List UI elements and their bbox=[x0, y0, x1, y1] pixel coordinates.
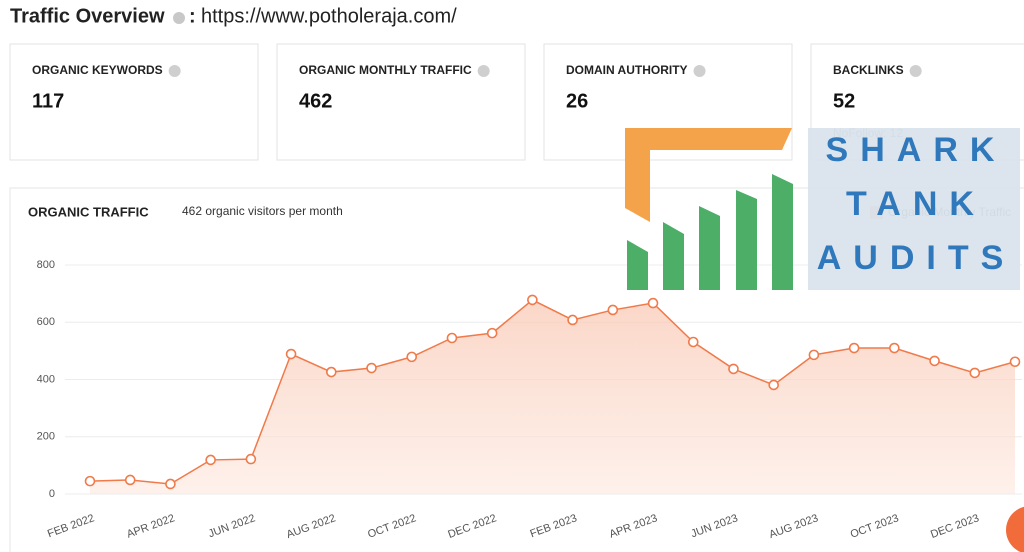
card-label: BACKLINKS bbox=[833, 63, 904, 77]
help-icon[interactable] bbox=[693, 65, 706, 77]
line bbox=[89, 299, 1016, 485]
card-value: 26 bbox=[566, 90, 588, 112]
separator: : bbox=[189, 5, 196, 27]
y-tick-label: 200 bbox=[37, 431, 55, 443]
help-icon[interactable] bbox=[477, 65, 490, 77]
point bbox=[84, 475, 96, 487]
logo-bar bbox=[663, 222, 684, 290]
card bbox=[9, 43, 259, 161]
point bbox=[527, 294, 538, 306]
point bbox=[486, 327, 498, 339]
site-url: https://www.potholeraja.com/ bbox=[201, 5, 457, 27]
point bbox=[768, 379, 779, 391]
logo-shape bbox=[625, 128, 792, 222]
help-icon[interactable] bbox=[173, 12, 185, 24]
point bbox=[165, 478, 176, 490]
point bbox=[285, 348, 297, 360]
point bbox=[326, 366, 337, 378]
logo-line: SHARK bbox=[826, 131, 1007, 169]
card-value: 52 bbox=[833, 90, 855, 112]
y-tick-label: 800 bbox=[37, 259, 55, 271]
point bbox=[687, 336, 699, 348]
logo-bar bbox=[736, 190, 757, 290]
point bbox=[366, 362, 377, 374]
card-label: DOMAIN AUTHORITY bbox=[566, 63, 688, 77]
logo-bar bbox=[627, 240, 648, 290]
logo-line: AUDITS bbox=[817, 239, 1016, 277]
card-label: ORGANIC KEYWORDS bbox=[32, 63, 163, 77]
point bbox=[406, 351, 418, 363]
logo-box bbox=[808, 128, 1020, 290]
point bbox=[969, 367, 981, 379]
point bbox=[848, 342, 860, 354]
point bbox=[205, 454, 216, 466]
point bbox=[124, 474, 136, 486]
point bbox=[245, 453, 257, 465]
point bbox=[567, 314, 578, 326]
logo-text: SHARK TANK AUDITS bbox=[817, 131, 1016, 277]
point bbox=[446, 332, 458, 344]
card-label: ORGANIC MONTHLY TRAFFIC bbox=[299, 63, 472, 77]
logo-bar bbox=[772, 174, 793, 290]
help-icon[interactable] bbox=[168, 65, 181, 77]
y-tick-label: 400 bbox=[37, 373, 55, 385]
point bbox=[889, 342, 900, 354]
point bbox=[728, 363, 739, 375]
help-icon[interactable] bbox=[909, 65, 922, 77]
point bbox=[607, 304, 619, 316]
logo-bar bbox=[699, 206, 720, 290]
card bbox=[276, 43, 526, 161]
card-value: 462 bbox=[299, 90, 332, 112]
point bbox=[808, 349, 820, 361]
page-title: Traffic Overview bbox=[10, 5, 165, 27]
area bbox=[90, 299, 1015, 494]
y-tick-label: 0 bbox=[49, 488, 55, 500]
y-tick-label: 600 bbox=[37, 316, 55, 328]
logo: SHARK TANK AUDITS bbox=[625, 128, 1020, 290]
point bbox=[929, 355, 940, 367]
chart-subtitle: 462 organic visitors per month bbox=[182, 204, 343, 218]
card-value: 117 bbox=[32, 90, 64, 112]
point bbox=[1009, 356, 1021, 368]
chart-title: ORGANIC TRAFFIC bbox=[28, 204, 149, 219]
point bbox=[647, 297, 659, 309]
logo-line: TANK bbox=[846, 185, 986, 223]
chat-button[interactable] bbox=[1006, 506, 1024, 552]
